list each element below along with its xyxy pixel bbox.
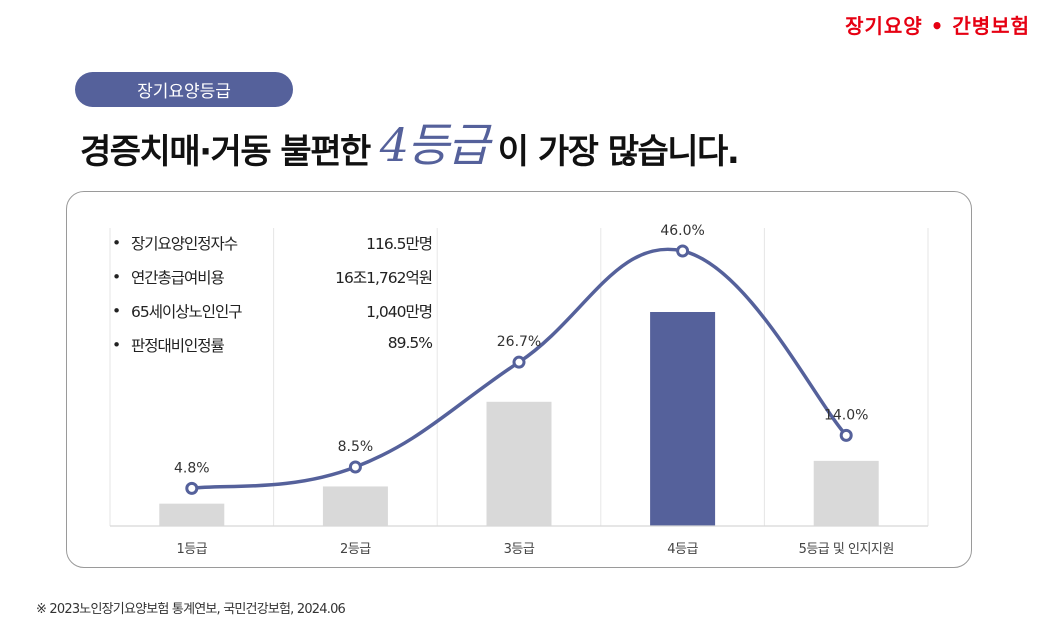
line-point-5 — [839, 428, 853, 442]
stat-row: • 65세이상노인인구 1,040만명 — [112, 300, 433, 334]
stat-label: 65세이상노인인구 — [131, 303, 243, 321]
data-label: 14.0% — [824, 407, 868, 423]
x-tick-label: 3등급 — [504, 542, 535, 557]
stat-bullet: • — [112, 234, 121, 252]
bar-2 — [322, 486, 388, 526]
stats-list: • 장기요양인정자수 116.5만명 • 연간총급여비용 16조1,762억원 … — [112, 232, 433, 368]
data-label: 4.8% — [174, 460, 210, 476]
series-line — [191, 247, 848, 491]
bar-1 — [159, 503, 225, 526]
stat-value: 116.5만명 — [366, 235, 433, 253]
bar-3 — [486, 401, 552, 526]
data-label: 26.7% — [497, 334, 541, 350]
line-point-1 — [185, 481, 199, 495]
x-tick-label: 4등급 — [667, 542, 698, 557]
category-pill: 장기요양등급 — [75, 72, 293, 107]
stat-value: 16조1,762억원 — [335, 269, 433, 287]
headline: 경증치매·거동 불편한 4등급 이 가장 많습니다. — [80, 118, 740, 178]
x-tick-label: 2등급 — [340, 542, 371, 557]
line-point-3 — [512, 355, 526, 369]
stat-bullet: • — [112, 268, 121, 286]
headline-highlight: 4등급 — [379, 118, 490, 172]
x-tick-label: 1등급 — [176, 542, 207, 557]
stat-label: 연간총급여비용 — [131, 269, 225, 287]
bar-5 — [813, 460, 879, 526]
stat-row: • 판정대비인정률 89.5% — [112, 334, 433, 368]
stat-bullet: • — [112, 302, 121, 320]
stat-label: 장기요양인정자수 — [131, 235, 238, 253]
corner-title: 장기요양 • 간병보험 — [845, 14, 1030, 38]
data-label: 46.0% — [660, 223, 704, 239]
source-footnote: ※ 2023노인장기요양보험 통계연보, 국민건강보험, 2024.06 — [36, 602, 346, 617]
headline-after: 이 가장 많습니다. — [497, 131, 740, 172]
bar-4 — [650, 312, 716, 526]
x-tick-label: 5등급 및 인지지원 — [799, 542, 894, 557]
stat-label: 판정대비인정률 — [131, 337, 225, 355]
stat-row: • 장기요양인정자수 116.5만명 — [112, 232, 433, 266]
line-point-2 — [348, 460, 362, 474]
stat-bullet: • — [112, 336, 121, 354]
data-label: 8.5% — [338, 439, 374, 455]
headline-before: 경증치매·거동 불편한 — [80, 131, 371, 172]
stat-value: 89.5% — [387, 334, 433, 352]
chart-card — [66, 191, 972, 568]
stat-row: • 연간총급여비용 16조1,762억원 — [112, 266, 433, 300]
line-point-4 — [676, 244, 690, 258]
stat-value: 1,040만명 — [366, 303, 433, 321]
